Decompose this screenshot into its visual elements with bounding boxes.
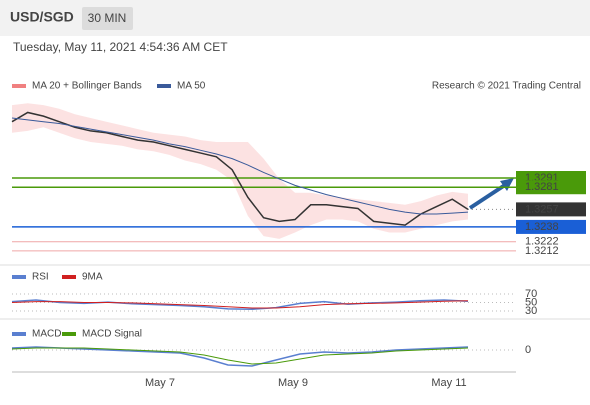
y-tick-label: 70 bbox=[525, 288, 537, 300]
level-label: 1.3257 bbox=[525, 203, 559, 215]
level-badge bbox=[516, 219, 586, 234]
legend-label: RSI bbox=[32, 272, 49, 283]
bollinger-band bbox=[12, 103, 468, 239]
series-line bbox=[11, 117, 469, 215]
x-tick-label: May 11 bbox=[431, 377, 466, 389]
level-label: 1.3212 bbox=[525, 245, 559, 257]
x-tick-label: May 9 bbox=[278, 377, 308, 389]
forecast-arrow-head bbox=[500, 178, 514, 191]
series-line bbox=[11, 346, 469, 367]
timeframe-button[interactable] bbox=[82, 7, 133, 30]
legend-label: 9MA bbox=[82, 272, 103, 283]
level-badge bbox=[516, 202, 586, 217]
legend-swatch bbox=[12, 84, 26, 88]
series-line bbox=[11, 347, 469, 365]
level-label: 1.3238 bbox=[525, 221, 559, 233]
legend-label: MA 20 + Bollinger Bands bbox=[32, 81, 142, 92]
timestamp: Tuesday, May 11, 2021 4:54:36 AM CET bbox=[13, 40, 228, 54]
legend-label: MACD Signal bbox=[82, 329, 142, 340]
credit: Research © 2021 Trading Central bbox=[432, 81, 581, 92]
timeframe[interactable]: 30 MIN bbox=[88, 11, 127, 25]
series-line bbox=[11, 299, 469, 311]
level-label: 1.3222 bbox=[525, 236, 559, 248]
series-line bbox=[11, 300, 469, 309]
legend-swatch bbox=[157, 84, 171, 88]
symbol: USD/SGD bbox=[10, 9, 74, 25]
legend-swatch bbox=[12, 275, 26, 279]
level-badge bbox=[516, 180, 586, 195]
legend-swatch bbox=[12, 332, 26, 336]
legend-label: MA 50 bbox=[177, 81, 206, 92]
series-line bbox=[11, 111, 469, 226]
legend-swatch bbox=[62, 332, 76, 336]
legend-label: MACD bbox=[32, 329, 61, 340]
legend-swatch bbox=[62, 275, 76, 279]
x-tick-label: May 7 bbox=[145, 377, 175, 389]
level-label: 1.3281 bbox=[525, 181, 559, 193]
y-tick-label: 50 bbox=[525, 296, 537, 308]
y-tick-label: 30 bbox=[525, 305, 537, 317]
y-tick-label: 0 bbox=[525, 344, 531, 356]
